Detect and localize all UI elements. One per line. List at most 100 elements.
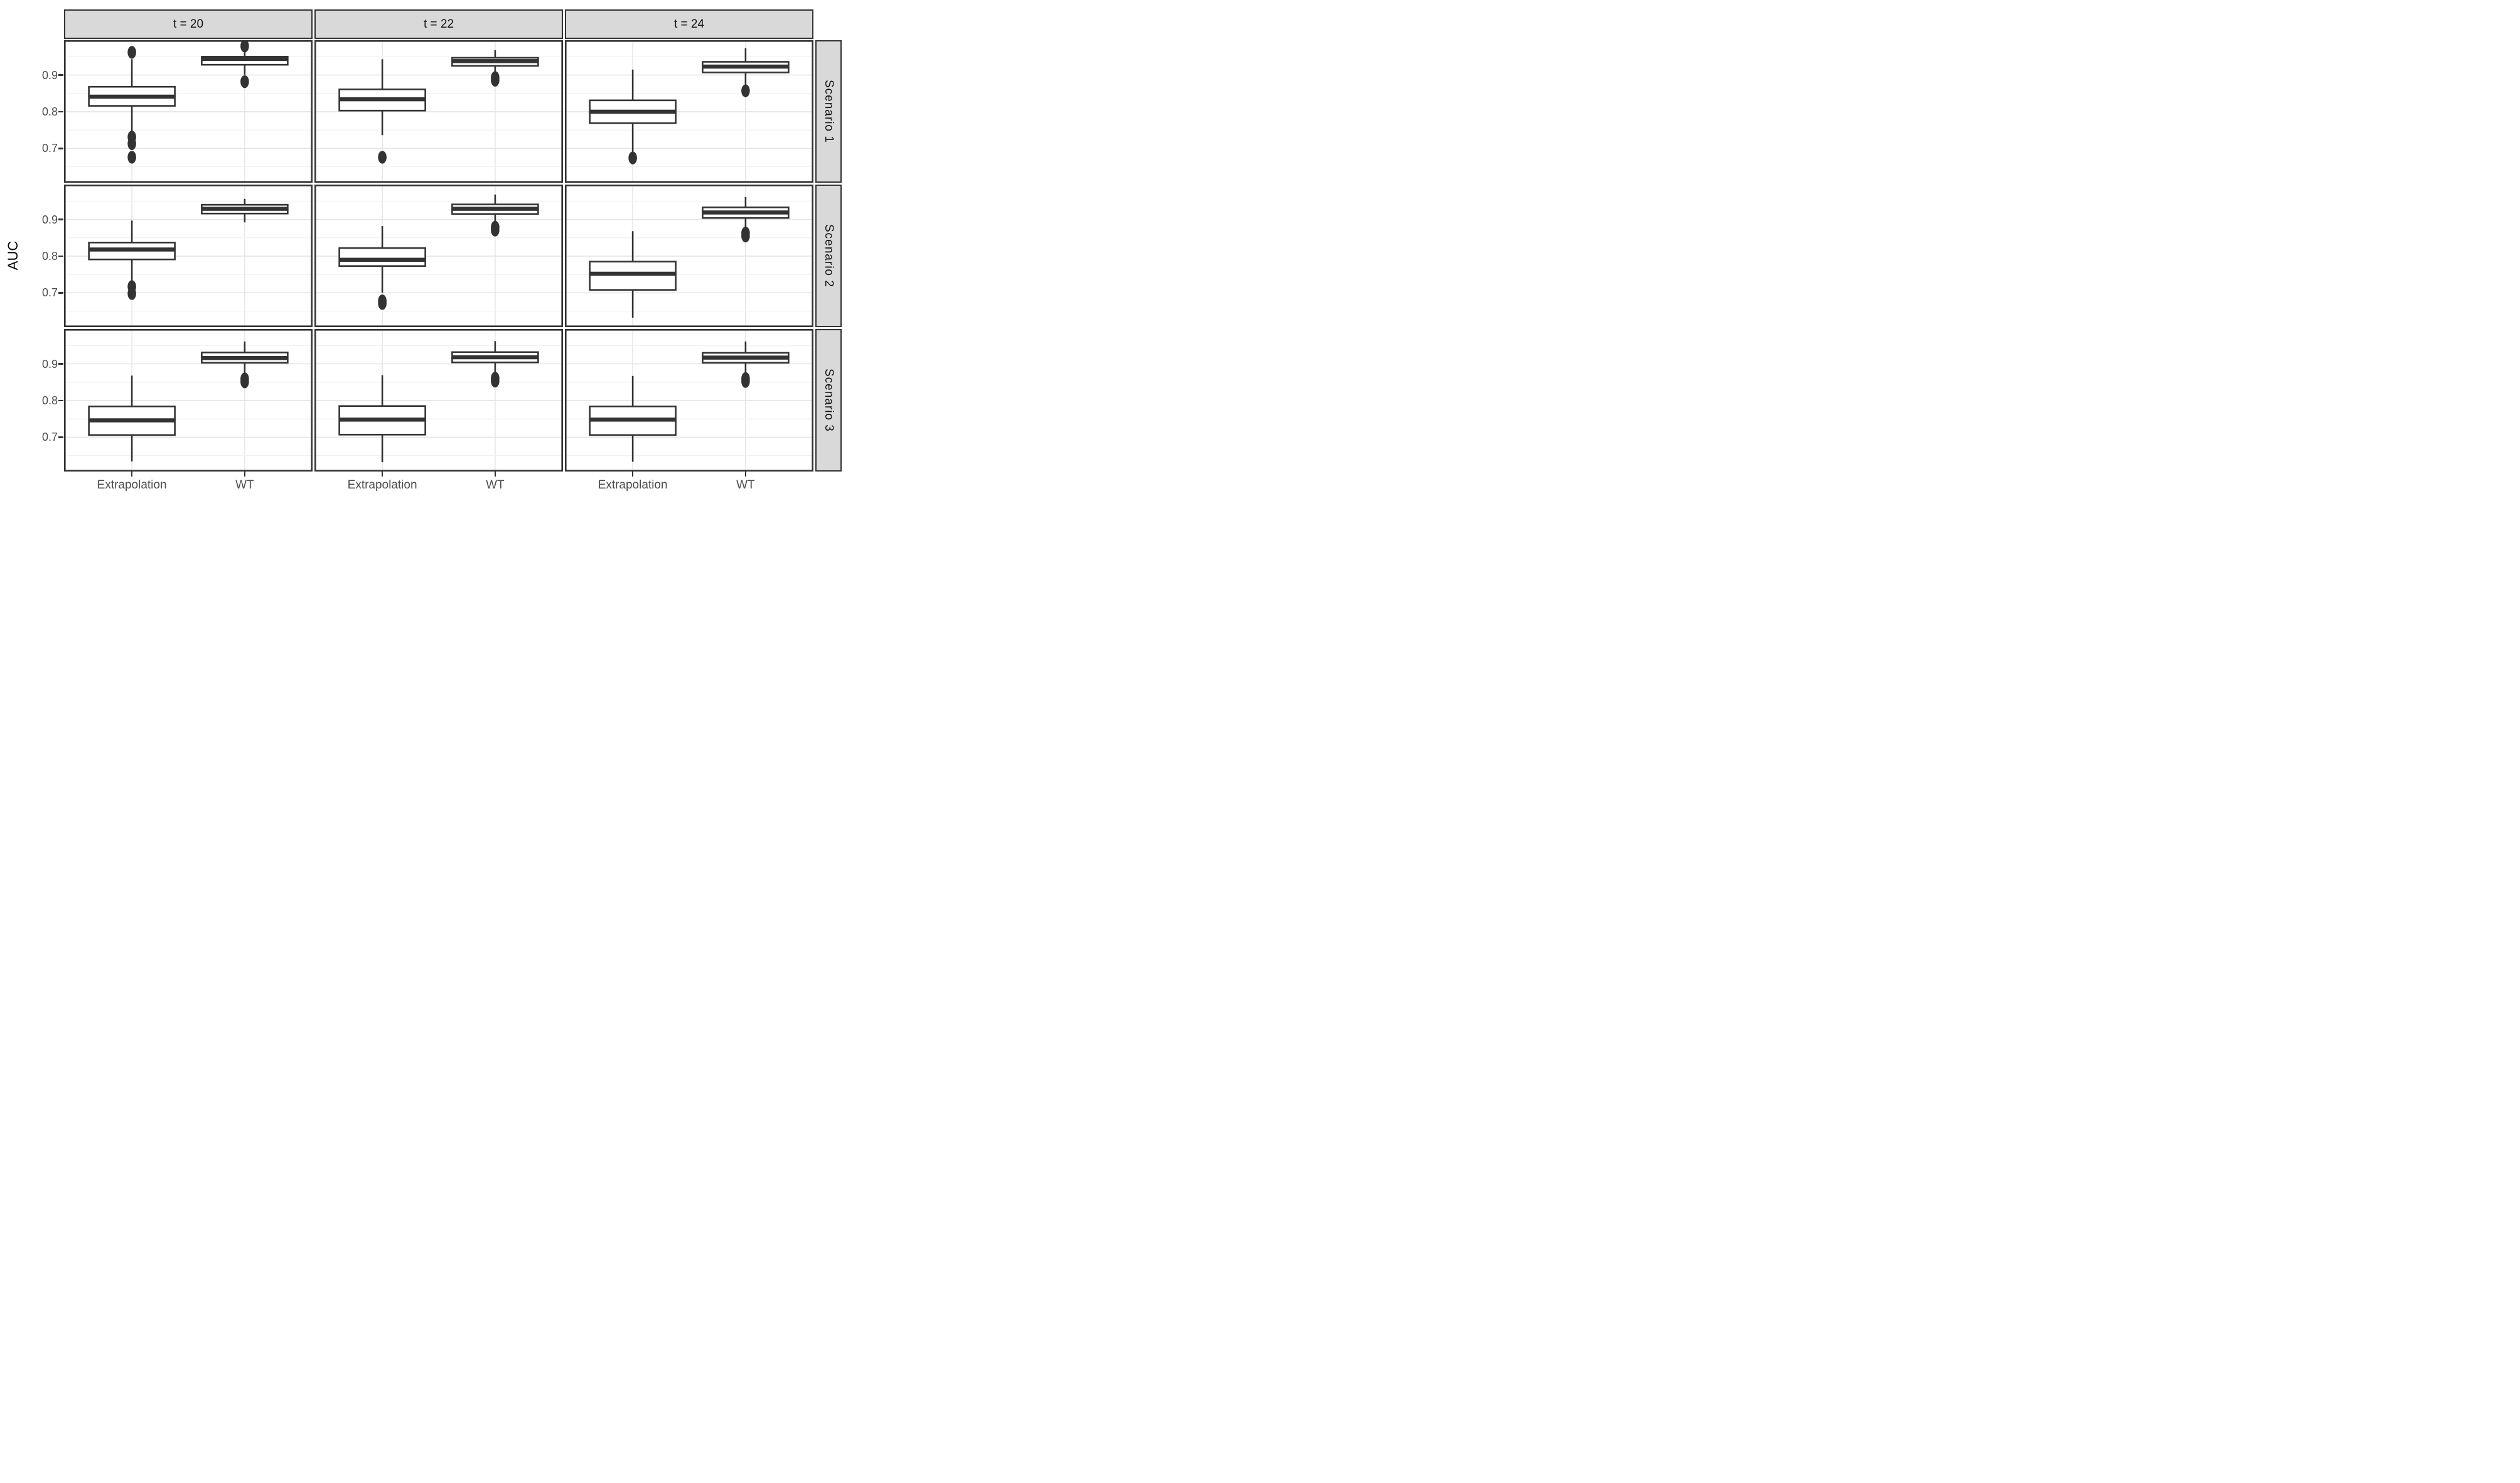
outlier-dot: [491, 73, 500, 87]
facet-panel-scenario1-t20: [64, 40, 313, 183]
facet-row-strip-label: Scenario 1: [822, 80, 835, 143]
panel-border: [565, 185, 813, 327]
x-axis-tick-mark: [381, 472, 383, 477]
y-axis-tick-mark: [58, 399, 63, 402]
x-axis-tick-label: WT: [486, 478, 505, 492]
x-axis-tick-label: Extrapolation: [598, 478, 668, 492]
median-line: [702, 210, 789, 215]
y-axis-tick-label: 0.9: [41, 213, 58, 226]
facet-panel-scenario3-t24: [565, 329, 813, 472]
x-axis-tick-mark: [131, 472, 133, 477]
y-axis-tick-label: 0.7: [41, 286, 58, 299]
boxplot-extrapolation: [88, 375, 176, 461]
panel-border: [565, 40, 813, 183]
y-axis-tick-mark: [58, 255, 63, 257]
outlier-dot: [240, 40, 249, 53]
outlier-dot: [378, 151, 387, 164]
boxplot-extrapolation: [88, 46, 176, 164]
y-axis-tick-mark: [58, 111, 63, 113]
median-line: [702, 64, 789, 69]
y-axis-title: AUC: [5, 240, 21, 271]
boxplot-wt: [451, 194, 539, 237]
median-line: [589, 418, 676, 422]
box-iqr: [338, 247, 426, 267]
outlier-dot: [127, 46, 136, 59]
median-line: [88, 247, 175, 252]
facet-panel-scenario1-t22: [314, 40, 563, 183]
median-line: [339, 257, 426, 262]
boxplot-wt: [702, 341, 790, 388]
median-line: [589, 271, 676, 276]
boxplot-wt: [702, 48, 790, 97]
median-line: [201, 355, 288, 360]
outlier-dot: [127, 287, 136, 300]
boxplot-extrapolation: [589, 231, 677, 318]
x-axis-tick-label: Extrapolation: [97, 478, 167, 492]
facet-col-strip-label: t = 24: [673, 17, 705, 31]
facet-panel-scenario2-t22: [314, 185, 563, 327]
y-axis-tick-label: 0.9: [41, 357, 58, 370]
panel-border: [314, 40, 563, 183]
median-line: [88, 418, 175, 423]
median-line: [201, 207, 288, 211]
panel-border: [565, 329, 813, 472]
boxplot-extrapolation: [338, 226, 426, 310]
outlier-dot: [240, 375, 249, 389]
boxplot-extrapolation: [589, 375, 677, 462]
y-axis-tick-mark: [58, 436, 63, 438]
facet-panel-scenario3-t20: [64, 329, 313, 472]
outlier-dot: [741, 229, 750, 243]
outlier-dot: [240, 75, 249, 89]
facet-row-strip-scenario3: Scenario 3: [815, 329, 842, 472]
facet-row-strip-scenario2: Scenario 2: [815, 185, 842, 327]
boxplot-extrapolation: [338, 375, 426, 463]
boxplot-wt: [201, 40, 289, 89]
y-axis-tick-label: 0.8: [41, 105, 58, 118]
facet-panel-scenario1-t24: [565, 40, 813, 183]
median-line: [702, 355, 789, 360]
y-axis-tick-mark: [58, 363, 63, 365]
x-axis-tick-mark: [744, 472, 747, 477]
outlier-dot: [378, 297, 387, 310]
faceted-boxplot-figure: AUC t = 20 t = 22 t = 24 Scenario 1 Scen…: [0, 0, 846, 496]
facet-row-strip-scenario1: Scenario 1: [815, 40, 842, 183]
panel-border: [314, 185, 563, 327]
median-line: [589, 109, 676, 114]
x-axis-tick-label: WT: [736, 478, 755, 492]
boxplot-extrapolation: [88, 220, 176, 300]
median-line: [339, 418, 426, 422]
median-line: [88, 94, 175, 99]
panel-border: [314, 329, 563, 472]
median-line: [339, 97, 426, 102]
boxplot-wt: [702, 197, 790, 243]
y-axis-tick-label: 0.7: [41, 431, 58, 444]
outlier-dot: [741, 84, 750, 97]
facet-panel-scenario2-t20: [64, 185, 313, 327]
outlier-dot: [491, 374, 500, 388]
x-axis-tick-mark: [244, 472, 246, 477]
y-axis-tick-label: 0.8: [41, 249, 58, 262]
boxplot-wt: [201, 198, 289, 223]
x-axis-tick-label: WT: [235, 478, 254, 492]
boxplot-wt: [201, 341, 289, 389]
x-axis-tick-label: Extrapolation: [347, 478, 417, 492]
median-line: [452, 355, 539, 360]
panel-border: [64, 185, 313, 327]
outlier-dot: [127, 137, 136, 150]
facet-col-strip-label: t = 22: [423, 17, 454, 31]
facet-row-strip-label: Scenario 2: [822, 224, 835, 288]
outlier-dot: [741, 375, 750, 388]
facet-col-strip-label: t = 20: [173, 17, 204, 31]
facet-panel-scenario3-t22: [314, 329, 563, 472]
x-axis-tick-mark: [631, 472, 634, 477]
median-line: [452, 207, 539, 211]
outlier-dot: [628, 151, 637, 164]
y-axis-tick-mark: [58, 148, 63, 149]
boxplot-extrapolation: [589, 69, 677, 164]
y-axis-tick-mark: [58, 74, 63, 76]
y-axis-tick-label: 0.8: [41, 394, 58, 407]
y-axis-tick-label: 0.7: [41, 142, 58, 155]
outlier-dot: [491, 224, 500, 237]
boxplot-wt: [451, 50, 539, 87]
facet-col-strip-t22: t = 22: [314, 9, 563, 39]
